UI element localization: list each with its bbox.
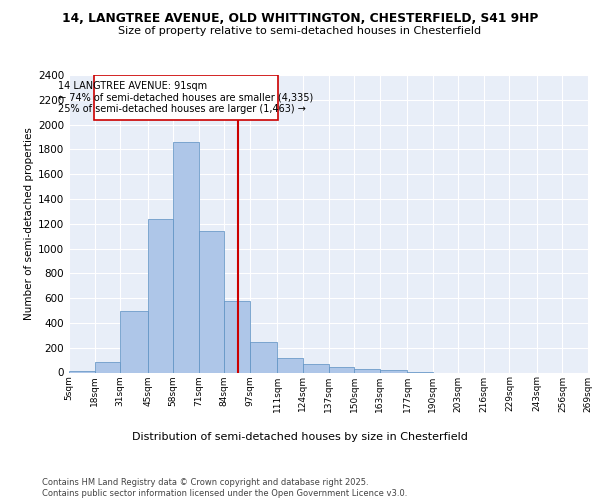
Text: Size of property relative to semi-detached houses in Chesterfield: Size of property relative to semi-detach… xyxy=(118,26,482,36)
Text: Distribution of semi-detached houses by size in Chesterfield: Distribution of semi-detached houses by … xyxy=(132,432,468,442)
Text: 14, LANGTREE AVENUE, OLD WHITTINGTON, CHESTERFIELD, S41 9HP: 14, LANGTREE AVENUE, OLD WHITTINGTON, CH… xyxy=(62,12,538,26)
Bar xyxy=(95,362,120,372)
Bar xyxy=(250,342,277,372)
Y-axis label: Number of semi-detached properties: Number of semi-detached properties xyxy=(24,128,34,320)
Bar xyxy=(354,369,380,372)
Bar xyxy=(173,142,199,372)
Bar xyxy=(199,231,224,372)
Bar xyxy=(303,364,329,372)
Bar xyxy=(148,220,173,372)
Bar xyxy=(120,310,148,372)
Bar xyxy=(94,75,278,120)
Bar xyxy=(277,358,303,372)
Bar xyxy=(329,367,354,372)
Text: Contains HM Land Registry data © Crown copyright and database right 2025.
Contai: Contains HM Land Registry data © Crown c… xyxy=(42,478,407,498)
Bar xyxy=(224,300,250,372)
Bar xyxy=(69,370,95,372)
Text: 14 LANGTREE AVENUE: 91sqm
← 74% of semi-detached houses are smaller (4,335)
25% : 14 LANGTREE AVENUE: 91sqm ← 74% of semi-… xyxy=(58,81,314,114)
Bar xyxy=(380,370,407,372)
